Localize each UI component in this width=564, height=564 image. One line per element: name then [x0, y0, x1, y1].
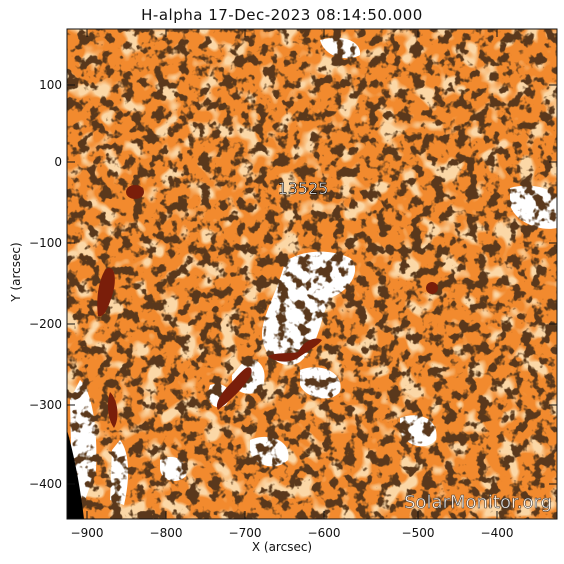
dark-speckle-layer — [67, 29, 557, 519]
y-tick-label: 0 — [54, 155, 62, 169]
off-limb-space — [67, 430, 84, 519]
y-tick-label: −100 — [29, 236, 62, 250]
x-tick-label: −700 — [228, 526, 262, 540]
y-tick-label: −300 — [29, 398, 62, 412]
tick-marks — [67, 29, 557, 519]
active-region-label: 13525 — [278, 179, 329, 198]
y-tick-label: 100 — [39, 78, 62, 92]
x-tick-label: −900 — [70, 526, 104, 540]
image-title: H-alpha 17-Dec-2023 08:14:50.000 — [141, 6, 423, 24]
y-axis-label: Y (arcsec) — [9, 242, 23, 302]
x-tick-label: −400 — [480, 526, 514, 540]
x-tick-label: −500 — [401, 526, 435, 540]
x-tick-label: −800 — [149, 526, 183, 540]
x-axis-label: X (arcsec) — [251, 540, 313, 554]
x-tick-label: −600 — [307, 526, 341, 540]
plot-frame — [66, 28, 558, 520]
watermark: SolarMonitor.org — [404, 492, 552, 513]
y-tick-label: −200 — [29, 317, 62, 331]
y-tick-label: −400 — [29, 477, 62, 491]
dark-features — [97, 185, 438, 428]
